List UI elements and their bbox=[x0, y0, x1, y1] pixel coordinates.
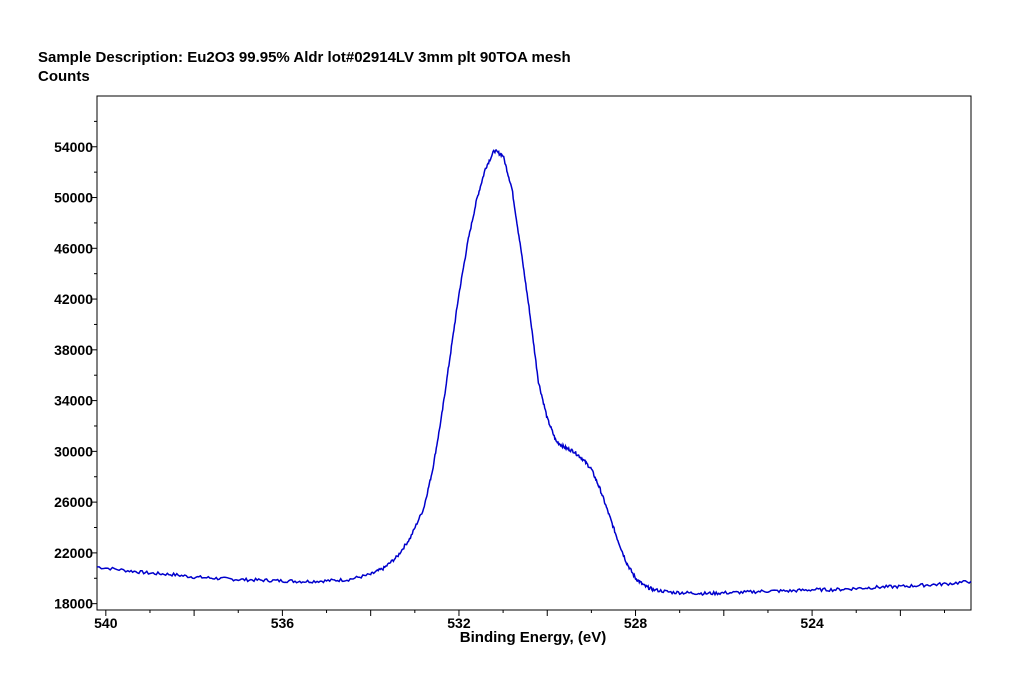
x-tick-label: 532 bbox=[447, 615, 471, 631]
y-tick-label: 38000 bbox=[54, 342, 93, 358]
x-axis-title: Binding Energy, (eV) bbox=[459, 629, 607, 646]
x-tick-label: 536 bbox=[271, 615, 295, 631]
y-tick-label: 42000 bbox=[54, 291, 93, 307]
sample-description-title: Sample Description: Eu2O3 99.95% Aldr lo… bbox=[38, 49, 571, 66]
x-tick-label: 524 bbox=[800, 615, 824, 631]
y-tick-label: 22000 bbox=[54, 545, 93, 561]
spectrum-line bbox=[97, 149, 972, 597]
axis-tick-labels: 18000 22000 26000 30000 34000 38000 42000 46000… bbox=[54, 139, 824, 631]
x-tick-label: 540 bbox=[94, 615, 118, 631]
y-axis-title: Counts bbox=[38, 68, 90, 85]
axis-ticks bbox=[91, 120, 946, 616]
x-tick-label: 528 bbox=[624, 615, 648, 631]
y-tick-label: 26000 bbox=[54, 494, 93, 510]
y-tick-label: 18000 bbox=[54, 596, 93, 612]
y-tick-label: 30000 bbox=[54, 443, 93, 459]
y-tick-label: 46000 bbox=[54, 240, 93, 256]
y-tick-label: 50000 bbox=[54, 190, 93, 206]
plot-frame bbox=[96, 95, 972, 611]
y-tick-label: 34000 bbox=[54, 393, 93, 409]
y-tick-label: 54000 bbox=[54, 139, 93, 155]
